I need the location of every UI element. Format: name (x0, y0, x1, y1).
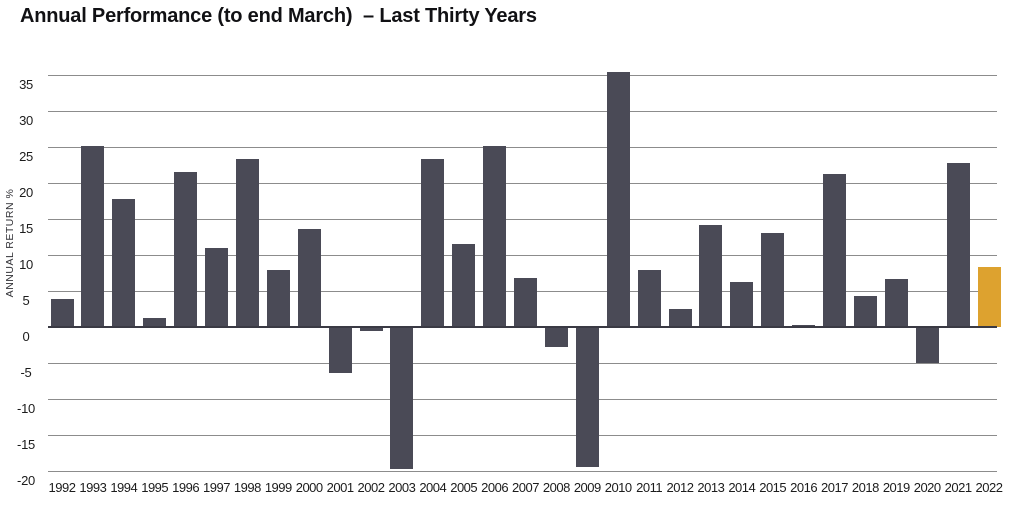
bar-2020 (915, 327, 939, 363)
bar-2021 (946, 162, 970, 327)
plot-area (48, 72, 1001, 472)
x-tick-label-2001: 2001 (326, 480, 354, 495)
zero-axis-line (48, 326, 997, 328)
x-tick-label-1999: 1999 (264, 480, 292, 495)
x-tick-label-2020: 2020 (913, 480, 941, 495)
x-tick-label-2018: 2018 (851, 480, 879, 495)
bar-2000 (297, 229, 321, 327)
bar-2003 (390, 327, 414, 469)
bar-2022 (977, 266, 1001, 327)
bar-2014 (730, 281, 754, 327)
x-tick-label-1995: 1995 (141, 480, 169, 495)
y-tick-label--10: -10 (17, 401, 35, 416)
x-tick-label-2014: 2014 (728, 480, 756, 495)
x-tick-label-2006: 2006 (481, 480, 509, 495)
y-tick-label-25: 25 (19, 149, 33, 164)
x-tick-label-2005: 2005 (450, 480, 478, 495)
bar-2013 (699, 225, 723, 327)
x-tick-label-1993: 1993 (79, 480, 107, 495)
bar-2006 (483, 145, 507, 327)
gridline--20 (48, 470, 997, 472)
bar-2005 (452, 244, 476, 327)
x-tick-label-2021: 2021 (944, 480, 972, 495)
bar-2004 (421, 158, 445, 327)
bar-2011 (637, 270, 661, 327)
bar-2008 (544, 327, 568, 348)
y-tick-label--15: -15 (17, 437, 35, 452)
x-tick-label-2007: 2007 (512, 480, 539, 495)
bar-1998 (235, 159, 259, 327)
bar-2015 (761, 233, 785, 327)
y-tick-label-30: 30 (19, 113, 33, 128)
x-tick-label-2003: 2003 (388, 480, 416, 495)
gridline--15 (48, 434, 997, 436)
x-tick-label-2002: 2002 (357, 480, 385, 495)
gridline-15 (48, 218, 997, 220)
x-tick-label-1994: 1994 (110, 480, 138, 495)
gridline--5 (48, 362, 997, 364)
x-tick-label-2013: 2013 (697, 480, 725, 495)
bar-1999 (266, 270, 290, 327)
chart-title: Annual Performance (to end March) – Last… (20, 5, 537, 27)
bar-2019 (884, 279, 908, 327)
y-axis-title: ANNUAL RETURN % (4, 188, 16, 298)
y-tick-label-5: 5 (22, 293, 30, 308)
x-tick-label-2022: 2022 (975, 480, 1003, 495)
x-tick-label-1992: 1992 (48, 480, 76, 495)
x-tick-label-2017: 2017 (821, 480, 848, 495)
y-tick-label--5: -5 (20, 365, 32, 380)
x-tick-label-2019: 2019 (882, 480, 910, 495)
gridline-20 (48, 182, 997, 184)
bar-1997 (205, 247, 228, 327)
bar-1996 (174, 172, 198, 327)
bar-2001 (328, 327, 352, 374)
bar-2007 (514, 278, 537, 327)
bar-1994 (112, 198, 136, 327)
x-tick-label-1997: 1997 (203, 480, 230, 495)
bar-1993 (81, 145, 105, 327)
x-tick-label-2004: 2004 (419, 480, 447, 495)
x-tick-label-2011: 2011 (636, 480, 663, 495)
y-tick-label-20: 20 (19, 185, 33, 200)
x-tick-label-2012: 2012 (666, 480, 694, 495)
gridline-35 (48, 74, 997, 76)
gridline-30 (48, 110, 997, 112)
x-tick-label-2015: 2015 (759, 480, 787, 495)
gridline--10 (48, 398, 997, 400)
x-tick-label-1996: 1996 (172, 480, 200, 495)
bar-1995 (143, 318, 167, 327)
y-tick-label-10: 10 (19, 257, 33, 272)
y-tick-label-0: 0 (22, 329, 30, 344)
bar-1992 (50, 298, 74, 327)
bar-2016 (792, 324, 816, 327)
y-tick-label--20: -20 (17, 473, 35, 488)
bar-2018 (853, 296, 877, 327)
x-tick-label-2000: 2000 (295, 480, 323, 495)
bar-2009 (575, 327, 599, 468)
x-tick-label-2010: 2010 (604, 480, 632, 495)
x-tick-label-2016: 2016 (790, 480, 818, 495)
y-tick-label-15: 15 (19, 221, 33, 236)
bar-2017 (823, 173, 846, 327)
bar-2012 (668, 309, 692, 327)
bar-2002 (359, 327, 383, 332)
x-tick-label-1998: 1998 (233, 480, 261, 495)
gridline-25 (48, 146, 997, 148)
x-tick-label-2009: 2009 (573, 480, 601, 495)
x-tick-label-2008: 2008 (542, 480, 570, 495)
bar-2010 (606, 72, 630, 327)
gridline-10 (48, 254, 997, 256)
y-tick-label-35: 35 (19, 77, 33, 92)
